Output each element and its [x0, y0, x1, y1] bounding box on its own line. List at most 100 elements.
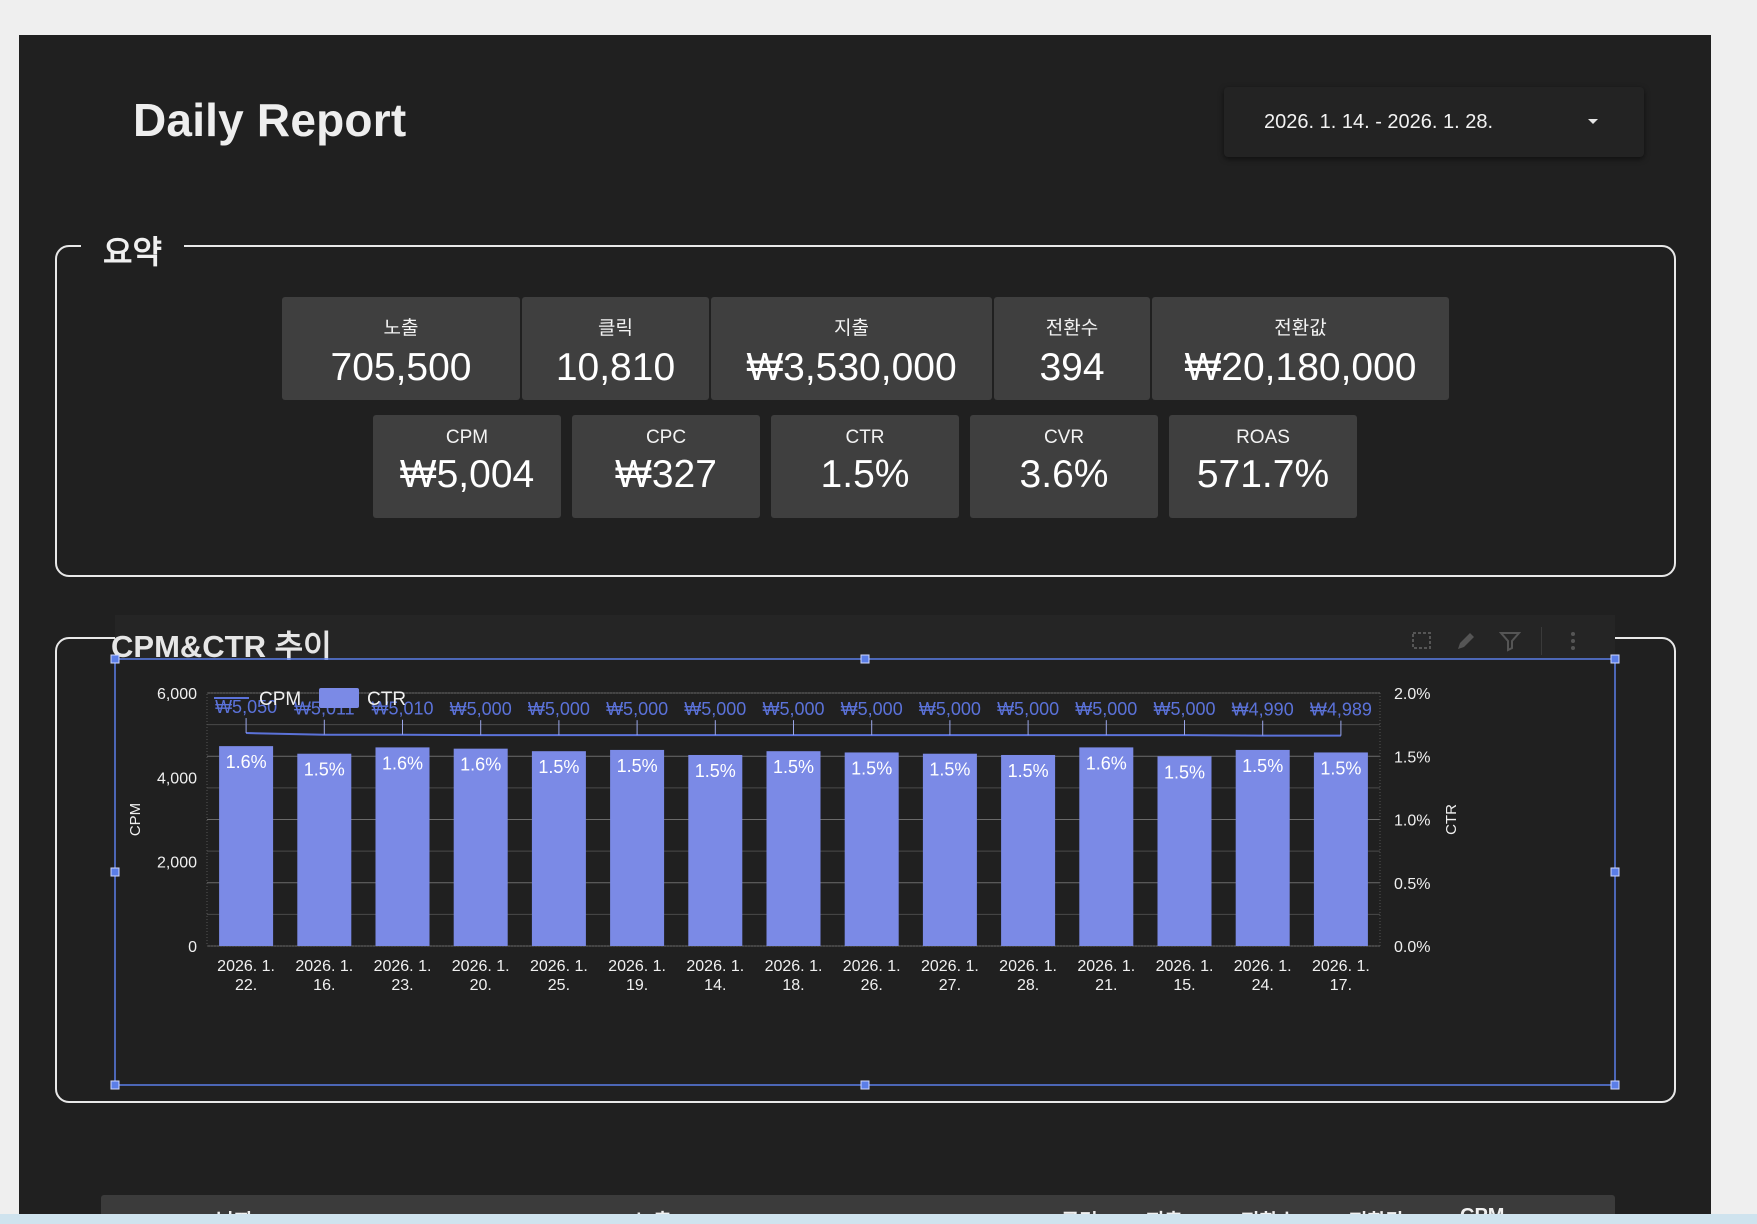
kpi-value: 571.7%	[1196, 453, 1330, 496]
ctr-bar-label: 1.5%	[851, 758, 892, 778]
kpi-card-conversions[interactable]: 전환수 394	[994, 297, 1150, 400]
toolbar-divider	[1541, 627, 1542, 655]
kpi-label: 노출	[383, 318, 419, 339]
ctr-bar	[844, 752, 899, 946]
y-right-tick-label: 0.5%	[1394, 876, 1430, 893]
resize-handle[interactable]	[110, 654, 120, 664]
kpi-value: ₩20,180,000	[1184, 346, 1417, 389]
kpi-card-impressions[interactable]: 노출 705,500	[282, 297, 520, 400]
ctr-bar	[453, 748, 508, 946]
chart-selection-frame	[110, 654, 1620, 1090]
x-tick-label: 2026. 1.	[686, 958, 744, 975]
ctr-bar	[1313, 752, 1368, 946]
y-right-tick-label: 0.0%	[1394, 939, 1430, 956]
x-tick-label: 2026. 1.	[452, 958, 510, 975]
ctr-bar-label: 1.5%	[1320, 758, 1361, 778]
kpi-card-roas[interactable]: ROAS 571.7%	[1169, 415, 1357, 518]
resize-handle[interactable]	[860, 654, 870, 664]
cpm-point-label: ₩5,000	[919, 699, 981, 719]
ctr-bar	[297, 753, 352, 946]
kpi-value: 3.6%	[1019, 453, 1109, 496]
x-tick-label: 27.	[939, 977, 961, 994]
kpi-card-cvr[interactable]: CVR 3.6%	[970, 415, 1158, 518]
y-left-tick-label: 4,000	[157, 770, 197, 787]
select-area-icon[interactable]	[1409, 628, 1435, 654]
cpm-point-label: ₩4,990	[1232, 700, 1294, 720]
ctr-bar-label: 1.5%	[538, 757, 579, 777]
ctr-bar-label: 1.5%	[929, 760, 970, 780]
x-tick-label: 22.	[235, 977, 257, 994]
legend-ctr-label: CTR	[367, 689, 406, 710]
ctr-bar	[531, 751, 586, 946]
report-title: Daily Report	[133, 94, 407, 146]
legend-cpm-label: CPM	[259, 689, 301, 710]
ctr-bar-label: 1.5%	[1242, 756, 1283, 776]
chart-toolbar	[1409, 621, 1586, 661]
x-tick-label: 2026. 1.	[765, 958, 823, 975]
cpm-point-label: ₩5,000	[1153, 699, 1215, 719]
resize-handle[interactable]	[110, 1080, 120, 1090]
x-tick-label: 23.	[391, 977, 413, 994]
data-labels: 1.6% 1.5% 1.6% 1.6% 1.5% 1.5% 1.5% 1.5% 1.5% 1.5%…	[215, 697, 1372, 782]
cpm-point-label: ₩5,010	[371, 699, 433, 719]
date-range-picker[interactable]: 2026. 1. 14. - 2026. 1. 28.	[1224, 87, 1644, 157]
kpi-label: 전환값	[1274, 318, 1327, 339]
ctr-bar-label: 1.6%	[1086, 753, 1127, 773]
kpi-label: 지출	[834, 318, 869, 339]
more-vert-icon[interactable]	[1560, 628, 1586, 654]
x-tick-label: 17.	[1330, 977, 1352, 994]
ctr-bar-label: 1.5%	[1008, 761, 1049, 781]
x-tick-label: 19.	[626, 977, 648, 994]
resize-handle[interactable]	[110, 867, 120, 877]
ctr-bar	[688, 754, 743, 946]
kpi-label: CVR	[1043, 427, 1085, 448]
x-tick-label: 2026. 1.	[843, 958, 901, 975]
x-tick-label: 2026. 1.	[295, 958, 353, 975]
kpi-card-cpm[interactable]: CPM ₩5,004	[373, 415, 561, 518]
kpi-label: CTR	[845, 427, 885, 448]
chart-legend: CPM CTR	[214, 688, 406, 710]
legend-ctr-swatch	[319, 688, 359, 708]
resize-handle[interactable]	[1610, 867, 1620, 877]
kpi-card-conversion-value[interactable]: 전환값 ₩20,180,000	[1152, 297, 1449, 400]
resize-handle[interactable]	[860, 1080, 870, 1090]
resize-handle[interactable]	[1610, 1080, 1620, 1090]
kpi-card-spend[interactable]: 지출 ₩3,530,000	[711, 297, 992, 400]
x-tick-label: 2026. 1.	[217, 958, 275, 975]
ctr-bar	[1235, 749, 1290, 946]
ctr-bar-label: 1.5%	[304, 760, 345, 780]
cpm-point-label: ₩5,000	[528, 699, 590, 719]
y-left-tick-label: 0	[188, 939, 197, 956]
x-tick-label: 21.	[1095, 977, 1117, 994]
cpm-point-label: ₩5,000	[450, 699, 512, 719]
cpm-point-label: ₩5,000	[997, 699, 1059, 719]
ctr-bar	[1079, 747, 1134, 946]
ctr-bar	[375, 747, 430, 946]
x-tick-label: 14.	[704, 977, 726, 994]
cpm-point-label: ₩5,000	[606, 699, 668, 719]
x-tick-label: 28.	[1017, 977, 1039, 994]
x-tick-label: 2026. 1.	[1077, 958, 1135, 975]
summary-title: 요약	[81, 227, 184, 273]
kpi-card-ctr[interactable]: CTR 1.5%	[771, 415, 959, 518]
cpm-ctr-chart[interactable]: 1.6% 1.5% 1.6% 1.6% 1.5% 1.5% 1.5% 1.5% 1.5% 1.5%…	[19, 35, 1711, 1224]
x-tick-label: 16.	[313, 977, 335, 994]
window-bottom-strip	[0, 1214, 1757, 1224]
resize-handle[interactable]	[1610, 654, 1620, 664]
filter-icon[interactable]	[1497, 628, 1523, 654]
y-left-tick-label: 6,000	[157, 686, 197, 703]
x-tick-label: 18.	[782, 977, 804, 994]
kpi-card-cpc[interactable]: CPC ₩327	[572, 415, 760, 518]
y-left-tick-label: 2,000	[157, 855, 197, 872]
date-range-text: 2026. 1. 14. - 2026. 1. 28.	[1264, 110, 1494, 133]
x-tick-label: 2026. 1.	[1234, 958, 1292, 975]
kpi-value: 10,810	[555, 346, 676, 389]
x-tick-label: 2026. 1.	[1312, 958, 1370, 975]
x-tick-label: 2026. 1.	[921, 958, 979, 975]
kpi-card-clicks[interactable]: 클릭 10,810	[522, 297, 709, 400]
edit-pencil-icon[interactable]	[1453, 628, 1479, 654]
kpi-label: 클릭	[598, 318, 633, 339]
ctr-bar	[766, 751, 821, 946]
kpi-label: CPC	[645, 427, 687, 448]
report-canvas: Daily Report 2026. 1. 14. - 2026. 1. 28.…	[19, 35, 1711, 1224]
